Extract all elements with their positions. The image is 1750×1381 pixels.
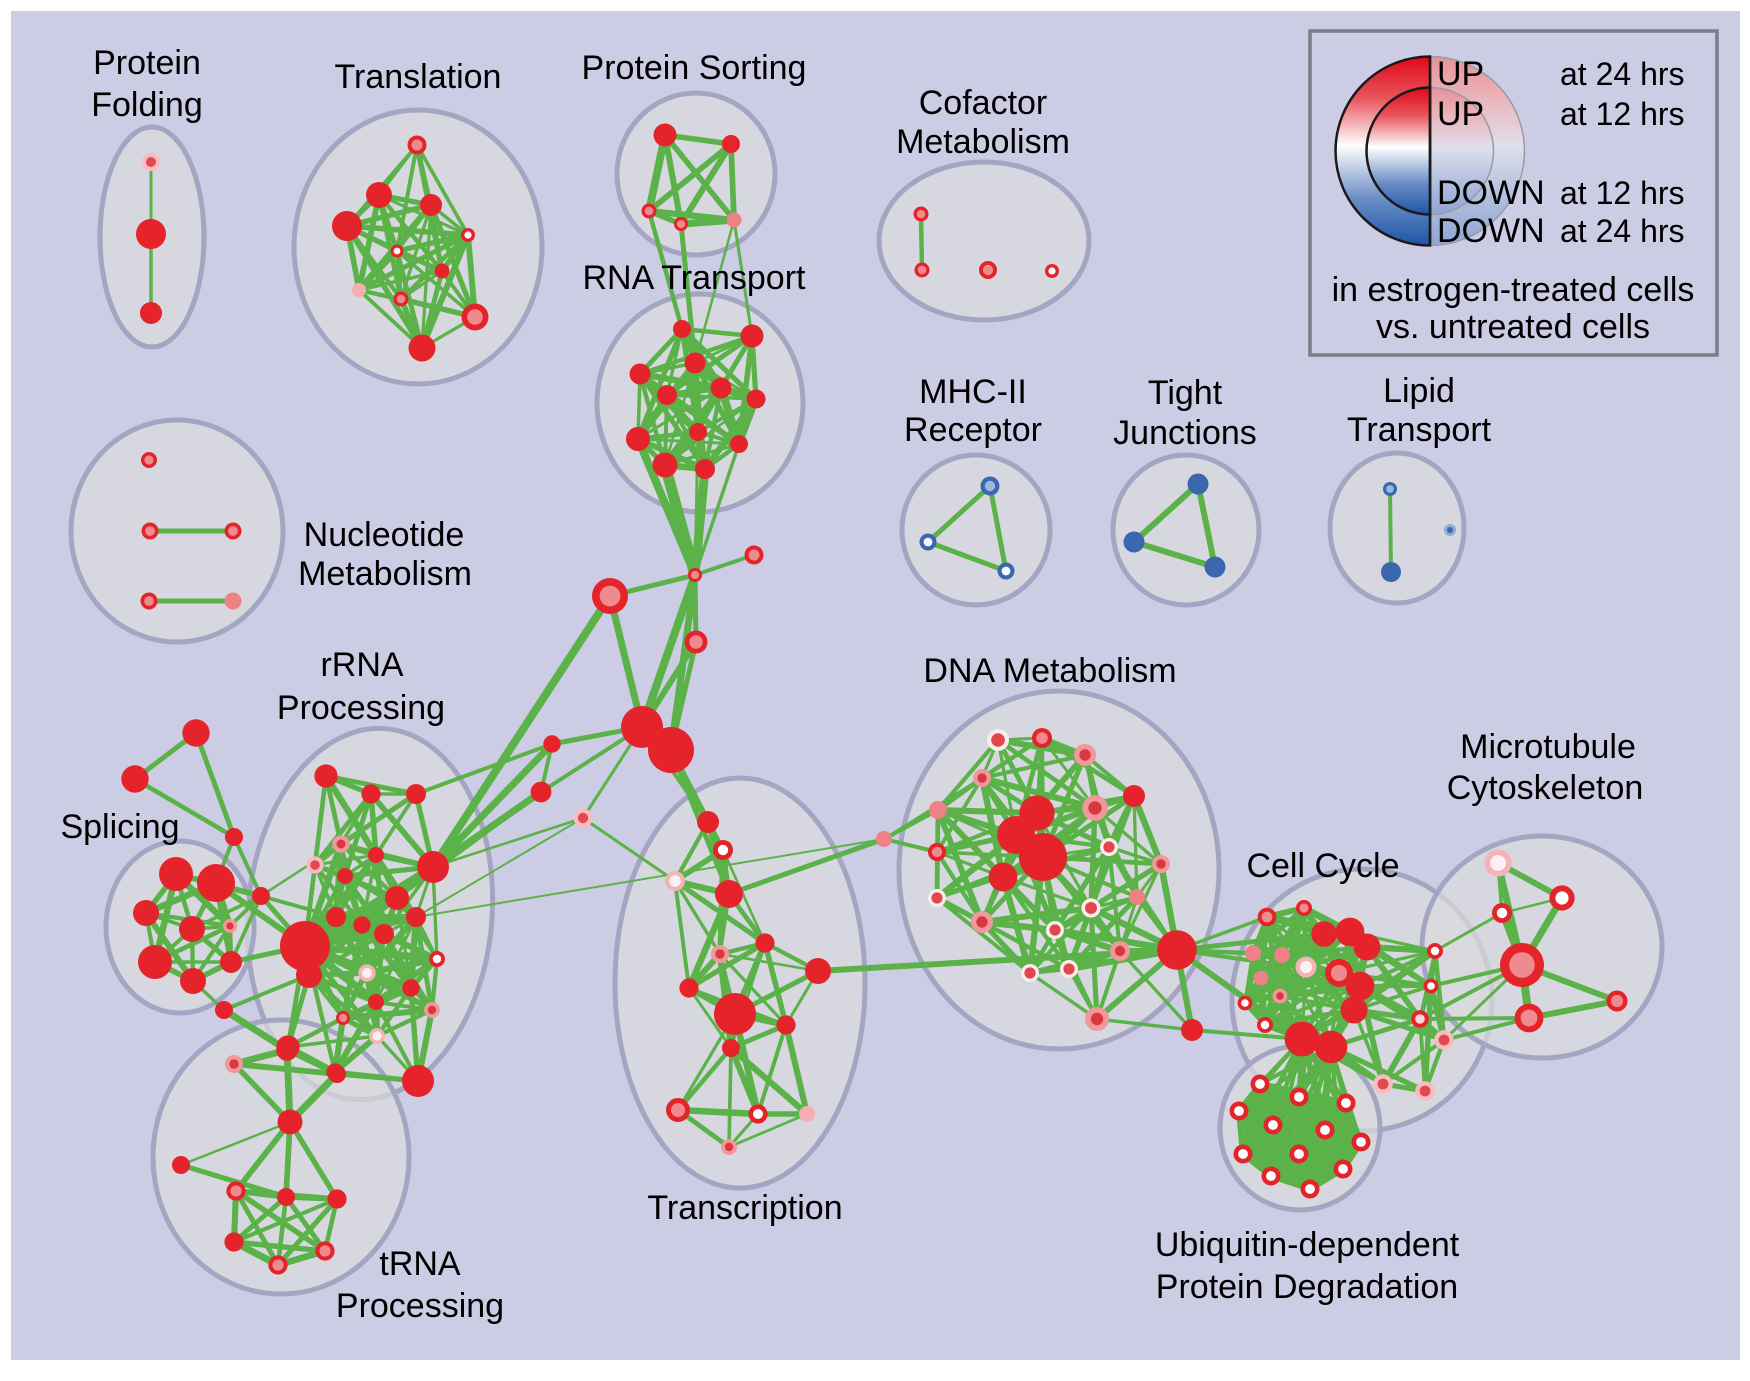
svg-text:Processing: Processing: [336, 1287, 504, 1325]
svg-text:Metabolism: Metabolism: [298, 555, 472, 593]
svg-text:at 24 hrs: at 24 hrs: [1560, 56, 1685, 92]
svg-text:Lipid: Lipid: [1383, 372, 1455, 410]
svg-text:Protein Degradation: Protein Degradation: [1156, 1268, 1458, 1306]
svg-text:Protein Sorting: Protein Sorting: [582, 49, 807, 87]
svg-text:rRNA: rRNA: [320, 646, 403, 684]
svg-text:DOWN: DOWN: [1437, 174, 1545, 212]
svg-text:Receptor: Receptor: [904, 411, 1042, 449]
svg-text:at 24 hrs: at 24 hrs: [1560, 213, 1685, 249]
svg-text:Metabolism: Metabolism: [896, 123, 1070, 161]
svg-text:Protein: Protein: [93, 44, 201, 82]
svg-text:tRNA: tRNA: [379, 1245, 461, 1283]
svg-text:Junctions: Junctions: [1113, 414, 1257, 452]
svg-text:UP: UP: [1437, 55, 1484, 93]
svg-text:Microtubule: Microtubule: [1460, 728, 1636, 766]
svg-text:in estrogen-treated cells: in estrogen-treated cells: [1332, 271, 1695, 309]
svg-text:Cell Cycle: Cell Cycle: [1246, 847, 1399, 885]
svg-text:Transport: Transport: [1347, 411, 1492, 449]
svg-text:Transcription: Transcription: [647, 1189, 842, 1227]
svg-text:DNA Metabolism: DNA Metabolism: [923, 652, 1176, 690]
svg-text:Folding: Folding: [91, 86, 203, 124]
svg-text:Ubiquitin-dependent: Ubiquitin-dependent: [1155, 1226, 1460, 1264]
svg-text:at 12 hrs: at 12 hrs: [1560, 96, 1685, 132]
svg-text:RNA Transport: RNA Transport: [583, 259, 807, 297]
svg-text:Tight: Tight: [1148, 374, 1223, 412]
svg-text:vs. untreated cells: vs. untreated cells: [1376, 308, 1650, 346]
svg-text:Cytoskeleton: Cytoskeleton: [1447, 769, 1644, 807]
svg-text:Nucleotide: Nucleotide: [304, 516, 465, 554]
svg-text:Splicing: Splicing: [60, 808, 179, 846]
svg-text:Translation: Translation: [335, 58, 502, 96]
svg-text:UP: UP: [1437, 95, 1484, 133]
svg-text:DOWN: DOWN: [1437, 212, 1545, 250]
svg-text:at 12 hrs: at 12 hrs: [1560, 175, 1685, 211]
svg-text:MHC-II: MHC-II: [919, 373, 1027, 411]
svg-text:Cofactor: Cofactor: [919, 84, 1048, 122]
svg-text:Processing: Processing: [277, 689, 445, 727]
